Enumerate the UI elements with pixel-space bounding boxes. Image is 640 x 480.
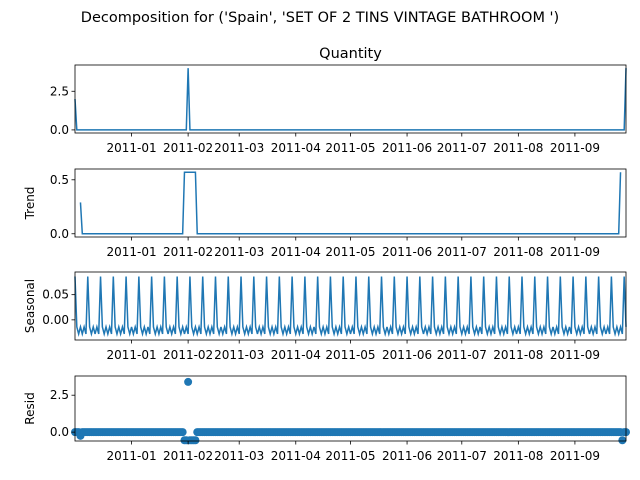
resid-panel: Resid 0.0 2.5 2011-01 2011-02 2011-03 2011-04 2… [23, 375, 630, 463]
trend-panel: Trend 0.0 0.5 2011-01 2011-02 2011-03 2011-04 2… [23, 168, 627, 259]
resid-xtick-label: 2011-08 [493, 449, 543, 463]
seasonal-xtick-label: 2011-03 [214, 348, 264, 362]
seasonal-xtick-label: 2011-06 [382, 348, 432, 362]
trend-xtick-label: 2011-03 [214, 245, 264, 259]
resid-xtick-label: 2011-05 [325, 449, 375, 463]
seasonal-xtick-label: 2011-01 [106, 348, 156, 362]
resid-xtick-label: 2011-02 [163, 449, 213, 463]
resid-point [184, 377, 193, 386]
quantity-xtick-label: 2011-07 [437, 141, 487, 155]
resid-ytick-label: 2.5 [50, 388, 69, 402]
trend-xtick-label: 2011-09 [550, 245, 600, 259]
resid-point [191, 436, 200, 445]
trend-xtick-label: 2011-08 [493, 245, 543, 259]
seasonal-xtick-label: 2011-09 [550, 348, 600, 362]
seasonal-ylabel: Seasonal [23, 279, 37, 333]
trend-xtick-label: 2011-07 [437, 245, 487, 259]
seasonal-xtick-label: 2011-04 [271, 348, 321, 362]
quantity-title: Quantity [319, 46, 382, 62]
trend-ylabel: Trend [23, 187, 37, 221]
quantity-xtick-label: 2011-06 [382, 141, 432, 155]
resid-xtick-label: 2011-06 [382, 449, 432, 463]
seasonal-xtick-label: 2011-07 [437, 348, 487, 362]
seasonal-series-line [74, 276, 627, 337]
trend-xtick-label: 2011-04 [271, 245, 321, 259]
resid-xtick-label: 2011-03 [214, 449, 264, 463]
seasonal-panel: Seasonal 0.00 0.05 2011-01 2011-02 2011-03 201… [23, 271, 627, 362]
trend-ytick-label: 0.5 [50, 173, 69, 187]
trend-plot-area [79, 171, 622, 235]
trend-xtick-label: 2011-05 [325, 245, 375, 259]
quantity-xtick-label: 2011-05 [325, 141, 375, 155]
quantity-series-line [74, 68, 627, 131]
quantity-xtick-label: 2011-03 [214, 141, 264, 155]
seasonal-xtick-label: 2011-05 [325, 348, 375, 362]
trend-xtick-label: 2011-02 [163, 245, 213, 259]
trend-ytick-label: 0.0 [50, 227, 69, 241]
resid-ytick-label: 0.0 [50, 425, 69, 439]
figure-suptitle: Decomposition for ('Spain', 'SET OF 2 TI… [81, 10, 559, 26]
seasonal-ytick-label: 0.05 [42, 288, 69, 302]
quantity-xtick-label: 2011-09 [550, 141, 600, 155]
quantity-xtick-label: 2011-04 [271, 141, 321, 155]
seasonal-plot-area [74, 276, 627, 337]
quantity-xtick-label: 2011-08 [493, 141, 543, 155]
seasonal-xtick-label: 2011-02 [163, 348, 213, 362]
quantity-axes-frame [74, 64, 627, 134]
resid-ylabel: Resid [23, 392, 37, 424]
seasonal-xtick-label: 2011-08 [493, 348, 543, 362]
quantity-ytick-label: 0.0 [50, 123, 69, 137]
resid-xtick-label: 2011-04 [271, 449, 321, 463]
trend-axes-frame [74, 168, 627, 238]
trend-xtick-label: 2011-01 [106, 245, 156, 259]
trend-series-line [79, 171, 622, 235]
quantity-plot-area [74, 68, 627, 131]
resid-xtick-label: 2011-09 [550, 449, 600, 463]
resid-xtick-label: 2011-01 [106, 449, 156, 463]
resid-point [618, 436, 627, 445]
quantity-panel: Quantity 0.0 2.5 2011-01 2011-02 2011-03 2011-… [50, 46, 627, 155]
quantity-xtick-label: 2011-02 [163, 141, 213, 155]
seasonal-ytick-label: 0.00 [42, 313, 69, 327]
resid-plot-area [71, 377, 630, 445]
quantity-xtick-label: 2011-01 [106, 141, 156, 155]
resid-xtick-label: 2011-07 [437, 449, 487, 463]
resid-point [178, 428, 187, 437]
trend-xtick-label: 2011-06 [382, 245, 432, 259]
quantity-ytick-label: 2.5 [50, 84, 69, 98]
